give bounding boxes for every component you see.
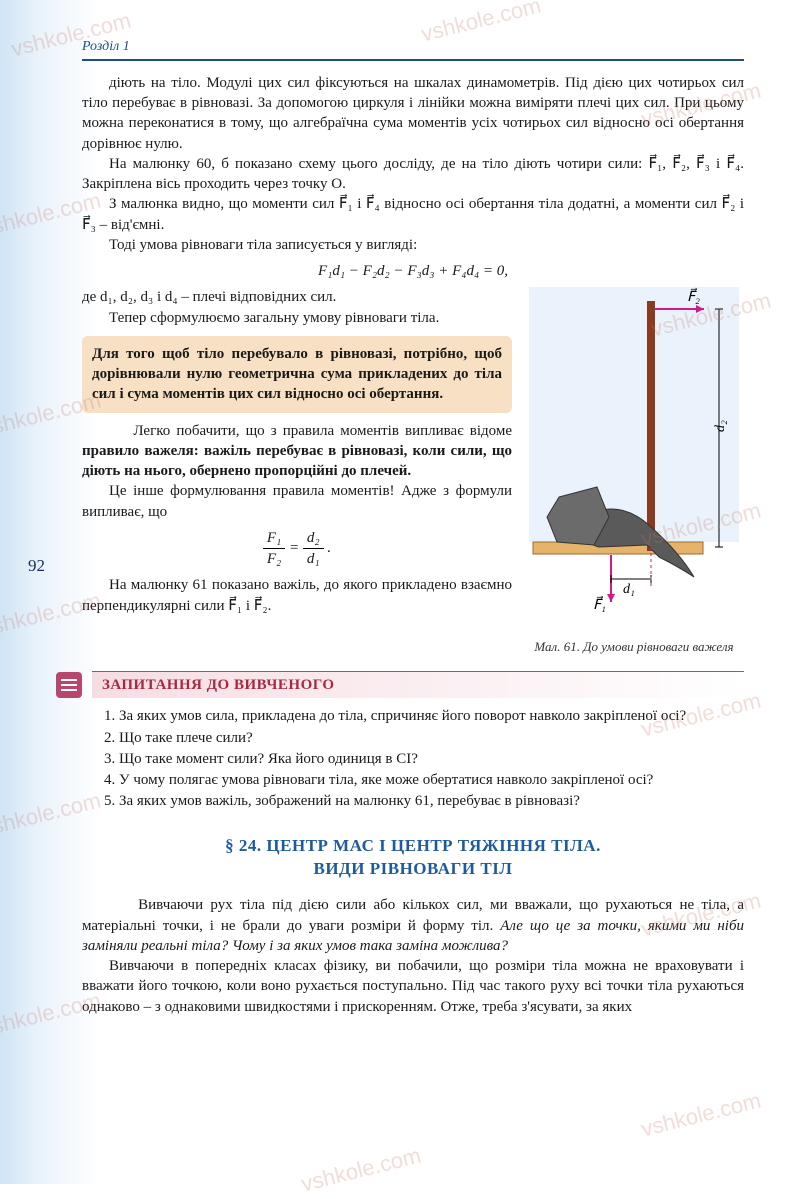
paragraph: Тепер сформулюємо загальну умову рівнова…	[82, 308, 512, 328]
section-24-body: Вивчаючи рух тіла під дією сили або кіль…	[82, 895, 744, 1017]
question-item: 5. За яких умов важіль, зображений на ма…	[104, 791, 744, 811]
paragraph: Вивчаючи в попередніх класах фізику, ви …	[82, 956, 744, 1017]
equals: =	[289, 540, 303, 556]
question-item: 4. У чому полягає умова рівноваги тіла, …	[104, 770, 744, 790]
body-text: діють на тіло. Модулі цих сил фіксуються…	[82, 73, 744, 255]
denominator: F₂	[263, 549, 285, 569]
paragraph: діють на тіло. Модулі цих сил фіксуються…	[82, 73, 744, 154]
paragraph: Вивчаючи рух тіла під дією сили або кіль…	[82, 895, 744, 956]
watermark: vshkole.com	[298, 1141, 424, 1199]
paragraph: Це інше формулювання правила моментів! А…	[82, 481, 512, 522]
questions-section-bar: ЗАПИТАННЯ ДО ВИВЧЕНОГО	[56, 671, 744, 698]
denominator: d₁	[303, 549, 324, 569]
two-column-layout: де d₁, d₂, d₃ і d₄ – плечі відповідних с…	[82, 287, 744, 655]
question-item: 3. Що таке момент сили? Яка його одиниця…	[104, 749, 744, 769]
questions-list: 1. За яких умов сила, прикладена до тіла…	[104, 706, 744, 811]
title-line: § 24. ЦЕНТР МАС І ЦЕНТР ТЯЖІННЯ ТІЛА.	[82, 834, 744, 858]
highlight-definition: Для того щоб тіло перебувало в рівновазі…	[82, 336, 512, 413]
svg-text:d₁: d₁	[623, 582, 635, 597]
numerator: F₁	[263, 528, 285, 549]
page-content: Розділ 1 діють на тіло. Модулі цих сил ф…	[0, 0, 800, 1047]
svg-text:F⃗₁: F⃗₁	[593, 596, 606, 614]
chapter-header: Розділ 1	[82, 38, 744, 61]
paragraph: де d₁, d₂, d₃ і d₄ – плечі відповідних с…	[82, 287, 512, 307]
figure-column: F⃗₂ d₂ F⃗₁ d₁ Мал. 61. До умови рівно	[524, 287, 744, 655]
equation: F₁d₁ − F₂d₂ − F₃d₃ + F₄d₄ = 0,	[82, 261, 744, 281]
text-column: де d₁, d₂, d₃ і d₄ – плечі відповідних с…	[82, 287, 512, 616]
fraction-equation: F₁F₂ = d₂d₁ .	[82, 528, 512, 570]
svg-text:F⃗₂: F⃗₂	[687, 288, 700, 306]
section-label: ЗАПИТАННЯ ДО ВИВЧЕНОГО	[92, 671, 744, 698]
period: .	[327, 540, 331, 556]
paragraph: Легко побачити, що з правила моментів ви…	[82, 421, 512, 482]
figure-caption: Мал. 61. До умови рівноваги важеля	[524, 638, 744, 656]
numerator: d₂	[303, 528, 324, 549]
paragraph: Тоді умова рівноваги тіла записується у …	[82, 235, 744, 255]
list-icon	[56, 672, 82, 698]
question-item: 2. Що таке плече сили?	[104, 728, 744, 748]
watermark: vshkole.com	[638, 1086, 764, 1144]
caption-label: Мал. 61.	[534, 639, 580, 654]
lever-diagram: F⃗₂ d₂ F⃗₁ d₁	[529, 287, 739, 627]
paragraph: На малюнку 61 показано важіль, до якого …	[82, 575, 512, 616]
question-item: 1. За яких умов сила, прикладена до тіла…	[104, 706, 744, 726]
section-24-title: § 24. ЦЕНТР МАС І ЦЕНТР ТЯЖІННЯ ТІЛА. ВИ…	[82, 834, 744, 882]
paragraph: На малюнку 60, б показано схему цього до…	[82, 154, 744, 195]
caption-text: До умови рівноваги важеля	[580, 639, 734, 654]
paragraph: З малюнка видно, що моменти сил F⃗₁ і F⃗…	[82, 194, 744, 235]
title-line: ВИДИ РІВНОВАГИ ТІЛ	[82, 857, 744, 881]
svg-text:d₂: d₂	[713, 420, 728, 432]
